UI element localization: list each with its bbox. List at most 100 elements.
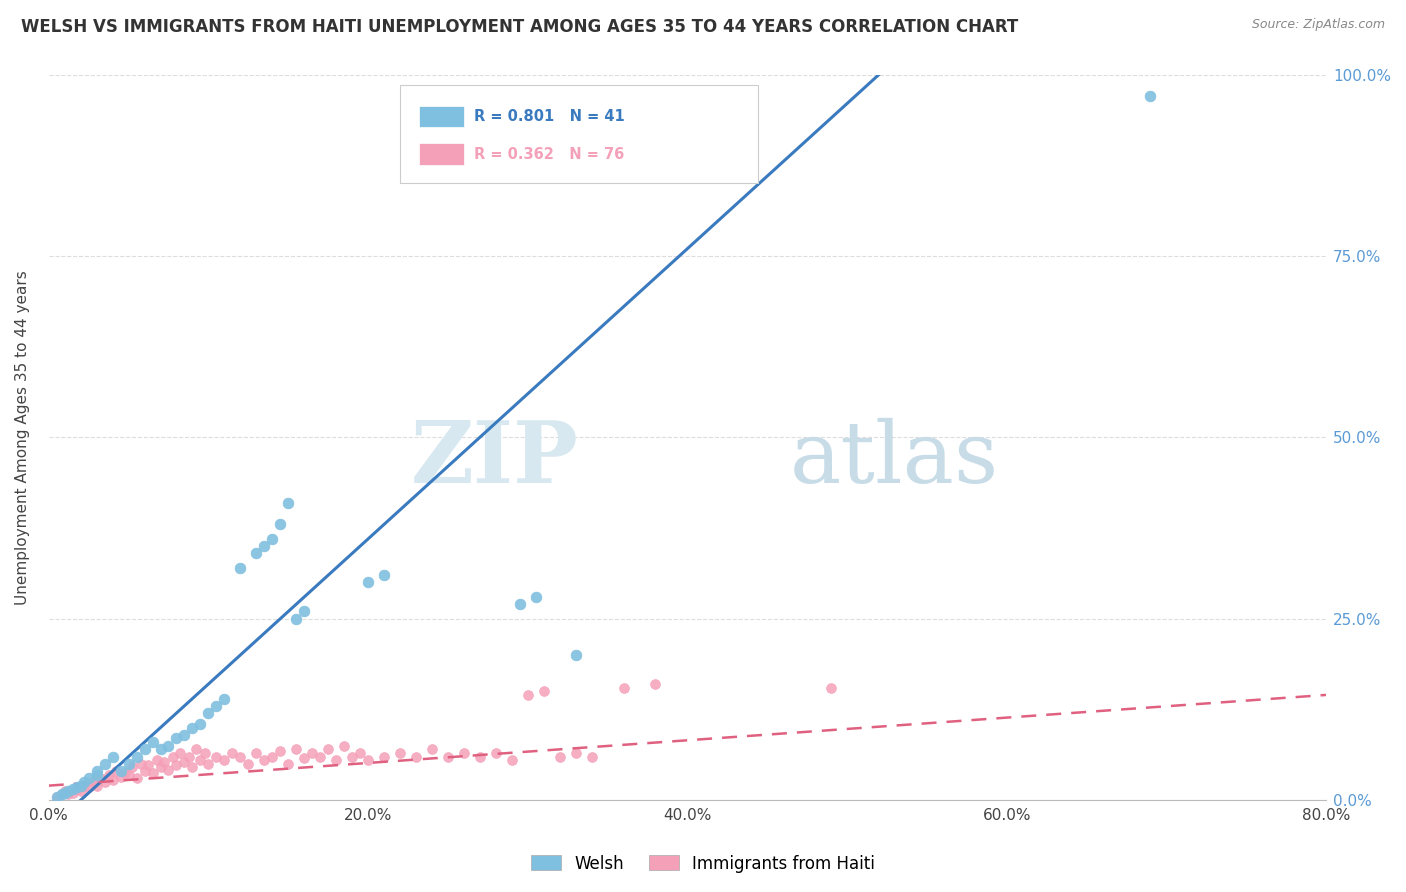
Point bbox=[56, 784, 79, 798]
Point bbox=[73, 775, 96, 789]
Point bbox=[173, 756, 195, 770]
Point bbox=[501, 753, 523, 767]
Point bbox=[333, 739, 356, 753]
Point bbox=[277, 495, 299, 509]
Point bbox=[62, 786, 84, 800]
Point bbox=[509, 597, 531, 611]
Point bbox=[162, 749, 184, 764]
Point bbox=[141, 735, 163, 749]
Point bbox=[77, 780, 100, 794]
Point bbox=[405, 749, 427, 764]
Point bbox=[184, 742, 207, 756]
Point bbox=[179, 749, 201, 764]
Point bbox=[485, 746, 508, 760]
Point bbox=[131, 756, 153, 771]
Point bbox=[301, 746, 323, 760]
Point bbox=[56, 788, 79, 802]
Point bbox=[468, 749, 491, 764]
Point bbox=[101, 772, 124, 787]
Point bbox=[581, 749, 603, 764]
Point bbox=[181, 760, 204, 774]
Point bbox=[1139, 89, 1161, 103]
Point bbox=[149, 742, 172, 756]
Text: WELSH VS IMMIGRANTS FROM HAITI UNEMPLOYMENT AMONG AGES 35 TO 44 YEARS CORRELATIO: WELSH VS IMMIGRANTS FROM HAITI UNEMPLOYM… bbox=[21, 18, 1018, 36]
Point bbox=[229, 561, 252, 575]
Point bbox=[820, 681, 842, 695]
Point bbox=[389, 746, 412, 760]
Point bbox=[98, 768, 121, 782]
Point bbox=[197, 756, 219, 771]
Point bbox=[190, 753, 212, 767]
Point bbox=[194, 746, 217, 760]
Point bbox=[141, 765, 163, 780]
FancyBboxPatch shape bbox=[401, 86, 758, 184]
Point bbox=[269, 744, 291, 758]
Point bbox=[146, 753, 169, 767]
Point bbox=[66, 782, 89, 797]
Point bbox=[277, 756, 299, 771]
Point bbox=[285, 742, 308, 756]
Point bbox=[262, 532, 284, 546]
Point bbox=[93, 756, 115, 771]
Point bbox=[86, 764, 108, 778]
Point bbox=[73, 779, 96, 793]
Point bbox=[373, 749, 395, 764]
Point bbox=[214, 691, 236, 706]
Point bbox=[269, 517, 291, 532]
Point bbox=[238, 756, 260, 771]
Point bbox=[214, 753, 236, 767]
Text: ZIP: ZIP bbox=[411, 417, 579, 501]
Point bbox=[152, 756, 174, 770]
Point bbox=[125, 772, 148, 786]
Point bbox=[190, 717, 212, 731]
Point bbox=[69, 779, 91, 793]
Point bbox=[316, 742, 339, 756]
Point bbox=[117, 756, 139, 771]
Point bbox=[245, 546, 267, 560]
Point bbox=[45, 789, 67, 804]
Point bbox=[644, 677, 666, 691]
Text: R = 0.801   N = 41: R = 0.801 N = 41 bbox=[474, 109, 624, 124]
Point bbox=[548, 749, 571, 764]
Point bbox=[114, 765, 136, 780]
Point bbox=[292, 605, 315, 619]
Point bbox=[82, 775, 104, 789]
Legend: Welsh, Immigrants from Haiti: Welsh, Immigrants from Haiti bbox=[524, 848, 882, 880]
Point bbox=[373, 568, 395, 582]
Point bbox=[121, 760, 143, 774]
Point bbox=[533, 684, 555, 698]
Point bbox=[197, 706, 219, 720]
Point bbox=[53, 786, 76, 800]
Point bbox=[253, 753, 276, 767]
Point bbox=[292, 751, 315, 765]
Point bbox=[221, 746, 243, 760]
Point bbox=[437, 749, 460, 764]
Text: atlas: atlas bbox=[790, 417, 998, 500]
Point bbox=[253, 539, 276, 553]
Point bbox=[612, 681, 634, 695]
Point bbox=[166, 758, 188, 772]
Point bbox=[66, 780, 89, 794]
Point bbox=[117, 768, 139, 782]
Point bbox=[104, 764, 127, 778]
Point bbox=[157, 763, 180, 777]
Point bbox=[340, 749, 363, 764]
Point bbox=[181, 721, 204, 735]
Point bbox=[89, 772, 111, 786]
Point bbox=[173, 728, 195, 742]
Point bbox=[245, 746, 267, 760]
FancyBboxPatch shape bbox=[419, 144, 464, 165]
Point bbox=[357, 753, 380, 767]
Point bbox=[134, 764, 156, 778]
Point bbox=[205, 698, 228, 713]
Point bbox=[524, 590, 547, 604]
Point bbox=[420, 742, 443, 756]
Point bbox=[453, 746, 475, 760]
Point bbox=[101, 749, 124, 764]
Point bbox=[285, 612, 308, 626]
Point bbox=[325, 753, 347, 767]
FancyBboxPatch shape bbox=[419, 106, 464, 128]
Point bbox=[93, 775, 115, 789]
Point bbox=[136, 758, 159, 772]
Point bbox=[262, 749, 284, 764]
